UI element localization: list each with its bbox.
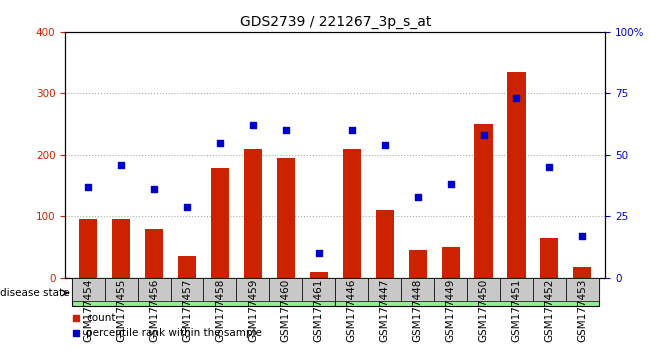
Bar [112,219,130,278]
Bar [574,267,591,278]
Text: GSM177447: GSM177447 [380,279,390,342]
Bar [467,278,500,301]
Point [116,162,126,167]
Legend: count, percentile rank within the sample: count, percentile rank within the sample [70,313,262,338]
Bar [178,256,196,278]
Bar [310,272,328,278]
Text: GSM177449: GSM177449 [445,279,456,342]
Text: GSM177451: GSM177451 [512,279,521,342]
Text: GSM177452: GSM177452 [544,279,555,342]
Text: GSM177448: GSM177448 [413,279,422,342]
Point [83,184,93,190]
Point [413,194,423,200]
Point [544,164,555,170]
Bar [533,278,566,301]
Text: GSM177459: GSM177459 [248,279,258,342]
Bar [342,149,361,278]
Text: GSM177456: GSM177456 [149,279,159,342]
Bar [500,278,533,301]
Point [149,187,159,192]
Bar [441,247,460,278]
Bar [79,219,97,278]
Bar [236,278,270,301]
Bar [137,278,171,301]
Point [215,140,225,145]
Bar [277,158,295,278]
Point [380,142,390,148]
Bar [409,250,426,278]
Point [182,204,192,209]
Text: GSM177458: GSM177458 [215,279,225,342]
Text: GSM177450: GSM177450 [478,279,488,342]
Bar [270,278,302,301]
Point [281,127,291,133]
Point [511,96,521,101]
Title: GDS2739 / 221267_3p_s_at: GDS2739 / 221267_3p_s_at [240,16,431,29]
Bar [368,278,401,301]
Text: GSM177460: GSM177460 [281,279,291,342]
Bar [335,278,368,301]
Bar [376,210,394,278]
Bar [566,278,599,301]
Bar [211,169,229,278]
Bar [244,149,262,278]
Text: GSM177454: GSM177454 [83,279,93,342]
Bar [302,278,335,301]
Bar [171,278,204,301]
Text: disease state: disease state [0,288,70,298]
Point [346,127,357,133]
Point [478,132,489,138]
Text: GSM177455: GSM177455 [116,279,126,342]
Text: GSM177461: GSM177461 [314,279,324,342]
Bar [335,279,599,307]
Bar [540,238,559,278]
Point [247,122,258,128]
Point [314,250,324,256]
Bar [72,279,335,307]
Bar [475,124,493,278]
Text: GSM177446: GSM177446 [347,279,357,342]
Bar [401,278,434,301]
Bar [72,278,105,301]
Bar [145,229,163,278]
Text: normal terminal duct lobular unit: normal terminal duct lobular unit [117,288,290,298]
Bar [507,72,525,278]
Text: GSM177457: GSM177457 [182,279,192,342]
Bar [105,278,137,301]
Point [577,233,588,239]
Bar [204,278,236,301]
Text: GSM177453: GSM177453 [577,279,587,342]
Text: hyperplastic enlarged lobular unit: hyperplastic enlarged lobular unit [378,288,556,298]
Point [445,182,456,187]
Bar [434,278,467,301]
